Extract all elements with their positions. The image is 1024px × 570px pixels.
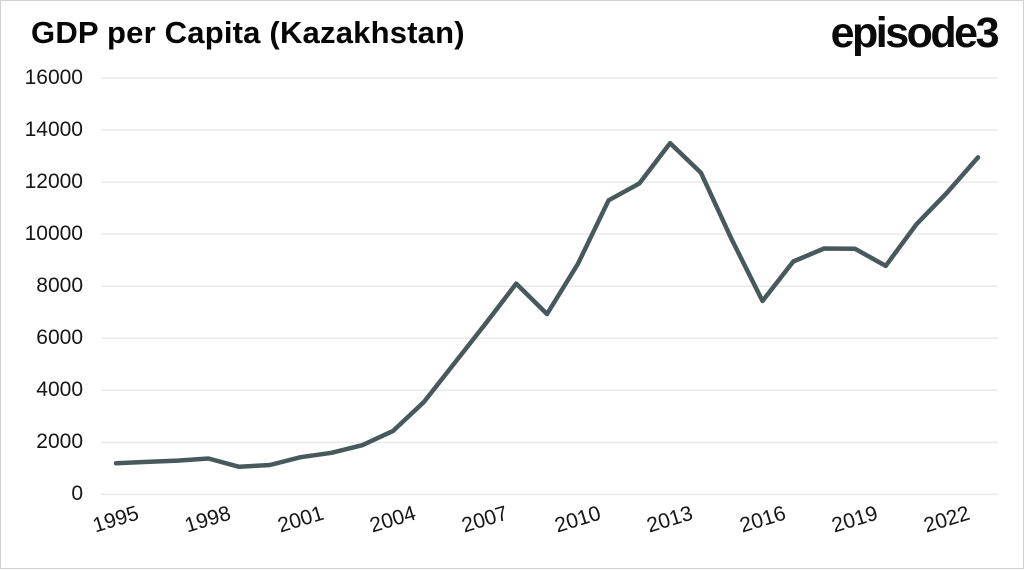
y-tick-label: 2000 — [36, 430, 83, 454]
y-tick-label: 0 — [71, 482, 83, 506]
data-line — [113, 140, 981, 470]
chart-title: GDP per Capita (Kazakhstan) — [31, 15, 465, 50]
y-tick-label: 4000 — [36, 378, 83, 402]
y-tick-label: 8000 — [36, 274, 83, 298]
chart-header: GDP per Capita (Kazakhstan) episode3 — [1, 1, 1023, 61]
y-tick-label: 16000 — [24, 66, 83, 89]
y-tick-label: 12000 — [24, 170, 83, 194]
y-tick-label: 10000 — [24, 222, 83, 246]
episode3-logo: episode3 — [830, 9, 1000, 57]
y-tick-label: 14000 — [24, 118, 83, 142]
y-tick-label: 6000 — [36, 326, 83, 350]
